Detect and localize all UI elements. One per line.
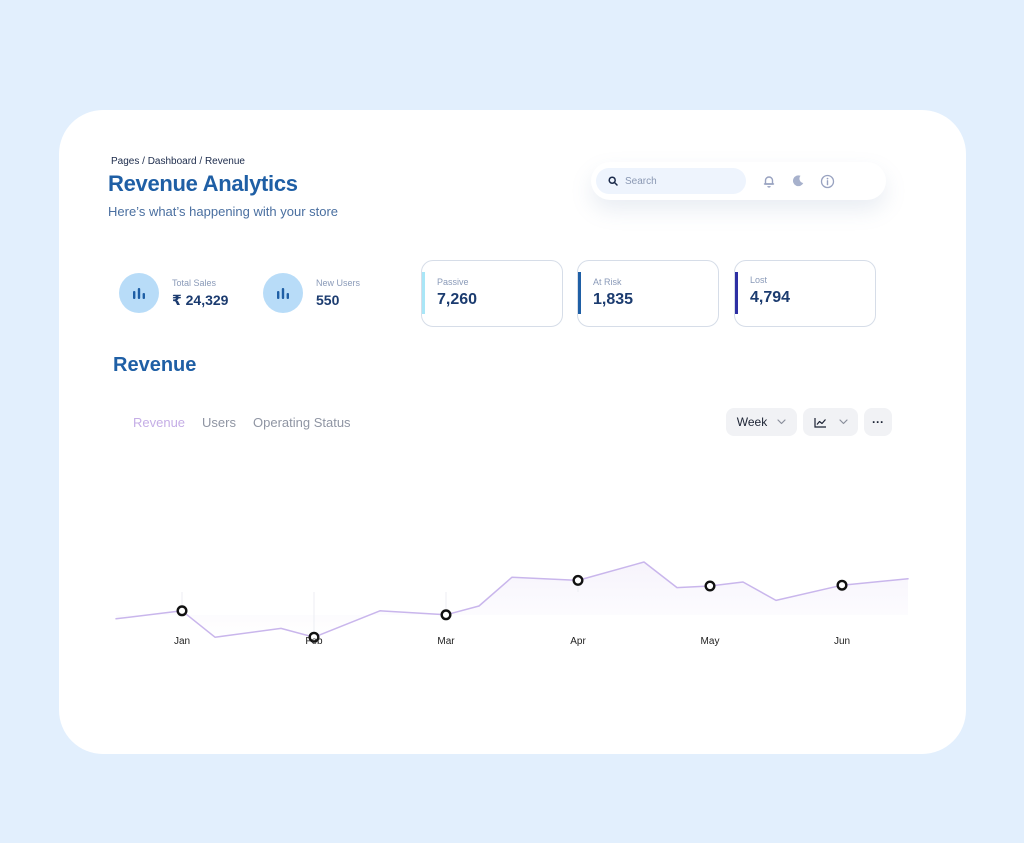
x-tick-label: Jun [834, 636, 850, 647]
tab-revenue[interactable]: Revenue [133, 415, 186, 430]
revenue-series-line [115, 561, 909, 638]
data-point-may[interactable] [704, 580, 716, 592]
segment-card-at-risk[interactable]: At Risk 1,835 [577, 260, 719, 327]
line-chart-icon [813, 417, 826, 428]
segment-value: 1,835 [593, 291, 634, 308]
accent-bar [735, 272, 738, 314]
chart-tabs: Revenue Users Operating Status [133, 415, 351, 430]
segment-label: Passive [437, 277, 469, 287]
segment-value: 4,794 [750, 289, 791, 306]
x-tick-label: Jan [174, 636, 190, 647]
more-icon: ··· [872, 415, 884, 429]
stat-value: 550 [316, 292, 340, 308]
x-tick-label: Mar [437, 636, 455, 647]
search-input[interactable] [625, 175, 735, 187]
more-options-button[interactable]: ··· [864, 408, 892, 436]
page-subtitle: Here’s what’s happening with your store [108, 204, 339, 219]
breadcrumb: Pages / Dashboard / Revenue [111, 156, 245, 167]
top-toolbar [591, 162, 886, 200]
bell-icon[interactable] [761, 173, 777, 189]
bar-chart-icon [119, 273, 159, 313]
chart-type-dropdown[interactable] [803, 408, 858, 436]
moon-icon[interactable] [790, 173, 806, 189]
segment-card-passive[interactable]: Passive 7,260 [421, 260, 563, 327]
data-point-jan[interactable] [176, 605, 188, 617]
search-icon [608, 176, 618, 186]
data-point-jun[interactable] [836, 579, 848, 591]
search-box[interactable] [596, 168, 746, 194]
period-value: Week [736, 415, 768, 429]
chevron-down-icon [838, 419, 848, 425]
data-point-mar[interactable] [440, 609, 452, 621]
bar-chart-icon [263, 273, 303, 313]
stat-label: New Users [316, 278, 361, 288]
stat-value: ₹ 24,329 [172, 291, 229, 308]
stat-total-sales: Total Sales ₹ 24,329 [119, 273, 228, 313]
tab-users[interactable]: Users [202, 415, 236, 430]
section-title: Revenue [113, 354, 197, 376]
segment-card-lost[interactable]: Lost 4,794 [734, 260, 876, 327]
chevron-down-icon [777, 419, 786, 425]
data-point-feb[interactable] [308, 631, 320, 643]
x-tick-label: Apr [570, 636, 586, 647]
period-dropdown[interactable]: Week [726, 408, 797, 436]
stat-new-users: New Users 550 [263, 273, 360, 313]
page-title: Revenue Analytics [108, 171, 298, 196]
stat-label: Total Sales [172, 277, 217, 288]
accent-bar [578, 272, 581, 314]
segment-label: At Risk [593, 277, 622, 287]
x-tick-label: Feb [305, 636, 323, 647]
info-icon[interactable] [819, 173, 835, 189]
segment-value: 7,260 [437, 291, 478, 308]
data-point-apr[interactable] [572, 574, 584, 586]
chart-area [116, 562, 908, 638]
tab-operating-status[interactable]: Operating Status [253, 415, 351, 430]
x-tick-label: May [701, 636, 720, 647]
segment-label: Lost [750, 275, 768, 285]
accent-bar [422, 272, 425, 314]
